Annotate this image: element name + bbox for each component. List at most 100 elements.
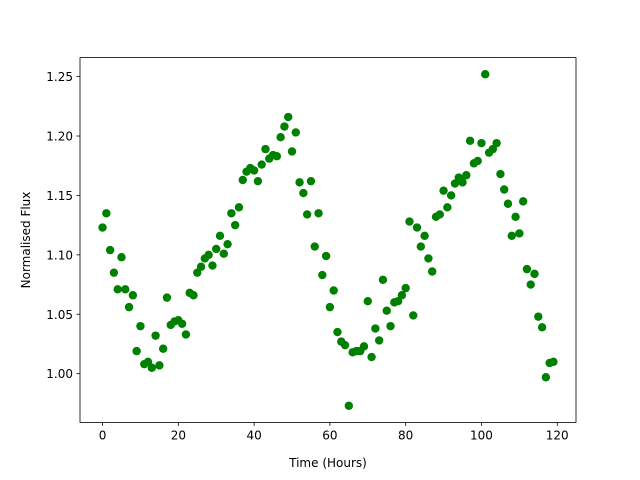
point [333,327,342,337]
x-tick-label: 80 [398,428,413,442]
point [382,306,391,315]
point [249,166,259,175]
point [503,199,513,208]
y-axis-label: Normalised Flux [19,192,33,289]
point [128,291,138,300]
point [295,178,304,187]
point [272,152,282,161]
x-tick-label: 120 [546,428,569,442]
point [420,231,429,241]
point [477,138,486,148]
point [499,185,509,194]
y-tick-label: 1.05 [46,308,73,322]
point [428,267,437,276]
point [162,293,172,302]
point [121,285,130,294]
point [105,245,115,255]
x-tick-label: 20 [171,428,186,442]
point [549,357,558,366]
point [371,324,380,333]
point [113,285,122,294]
point [257,160,266,169]
point [227,209,236,218]
point [526,280,535,289]
point [465,136,475,145]
point [234,203,244,212]
point [223,239,232,249]
point [181,330,191,339]
point [325,302,335,312]
point [117,253,126,262]
point [416,242,426,251]
point [462,171,471,180]
point [481,70,490,79]
point [310,242,319,251]
y-tick-label: 1.15 [46,189,73,203]
point [98,223,107,232]
point [291,128,300,137]
point [204,250,213,260]
y-tick-label: 1.20 [46,130,73,144]
plot-frame [79,57,577,423]
point [314,209,323,218]
point [189,291,198,300]
point [534,312,543,321]
point [102,209,111,218]
point [215,231,225,241]
point [177,319,187,328]
point [473,156,482,166]
point [196,262,206,271]
y-tick-label: 1.00 [46,367,73,381]
point [537,323,547,332]
point [253,176,263,186]
point [367,352,376,362]
x-tick-label: 0 [99,428,107,442]
point [276,133,285,142]
point [321,251,331,261]
point [507,231,516,241]
point [412,223,422,232]
point [530,269,539,279]
point [458,178,467,187]
x-tick-label: 100 [470,428,493,442]
point [374,336,384,345]
point [435,210,444,219]
point [409,311,418,320]
x-axis-label: Time (Hours) [288,456,367,470]
point [299,188,308,198]
point [515,229,524,238]
point [302,210,312,219]
point [340,340,350,350]
point [287,147,297,156]
point [401,283,410,293]
point [518,197,528,206]
point [386,321,395,331]
point [280,122,289,131]
point [212,244,221,254]
point [511,212,520,222]
x-tick-label: 60 [322,428,337,442]
point [329,286,338,295]
point [363,296,372,306]
x-tick-label: 40 [246,428,261,442]
y-tick-label: 1.25 [46,70,73,84]
point [284,112,293,122]
point [443,203,452,212]
point [446,191,456,200]
point [359,342,369,351]
point [109,268,119,277]
point [158,344,168,353]
point [492,138,501,148]
point [230,220,240,230]
point [238,175,247,185]
point [318,270,327,280]
point [541,373,551,382]
point [151,331,160,340]
point [378,275,388,285]
point [136,321,145,331]
point [261,144,270,154]
point [208,261,217,270]
point [405,217,414,226]
point [147,363,157,372]
